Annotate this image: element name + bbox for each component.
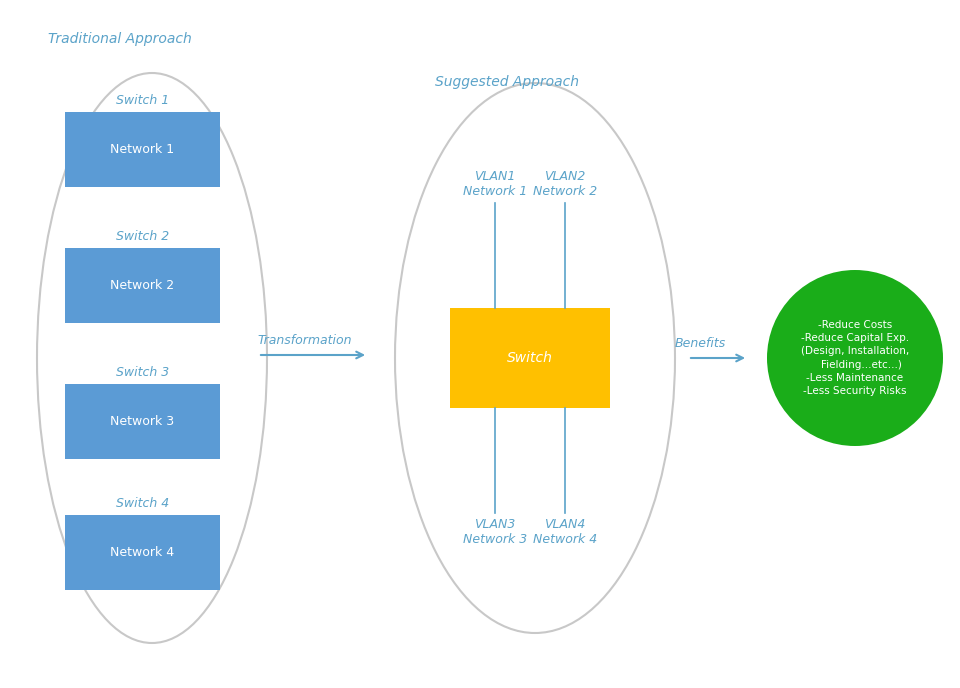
Text: Network 1: Network 1 <box>110 143 175 156</box>
Text: Transformation: Transformation <box>257 334 352 347</box>
Circle shape <box>767 270 943 446</box>
Text: VLAN3
Network 3: VLAN3 Network 3 <box>463 518 527 546</box>
Text: Traditional Approach: Traditional Approach <box>48 32 192 46</box>
Text: Suggested Approach: Suggested Approach <box>435 75 579 89</box>
Text: Network 3: Network 3 <box>110 415 175 428</box>
Text: Benefits: Benefits <box>674 337 726 350</box>
Bar <box>65 515 220 590</box>
Bar <box>65 384 220 459</box>
Text: Switch 2: Switch 2 <box>116 230 169 243</box>
Text: Switch 4: Switch 4 <box>116 497 169 510</box>
Text: Network 4: Network 4 <box>110 546 175 559</box>
Text: Switch: Switch <box>507 351 553 365</box>
Text: Network 2: Network 2 <box>110 279 175 292</box>
Bar <box>65 112 220 187</box>
Text: VLAN1
Network 1: VLAN1 Network 1 <box>463 170 527 198</box>
Bar <box>65 248 220 323</box>
Text: VLAN2
Network 2: VLAN2 Network 2 <box>533 170 597 198</box>
Text: Switch 3: Switch 3 <box>116 366 169 379</box>
Text: Switch 1: Switch 1 <box>116 94 169 107</box>
Text: VLAN4
Network 4: VLAN4 Network 4 <box>533 518 597 546</box>
Text: -Reduce Costs
-Reduce Capital Exp.
(Design, Installation,
    Fielding...etc...): -Reduce Costs -Reduce Capital Exp. (Desi… <box>801 320 909 396</box>
Bar <box>450 308 610 408</box>
